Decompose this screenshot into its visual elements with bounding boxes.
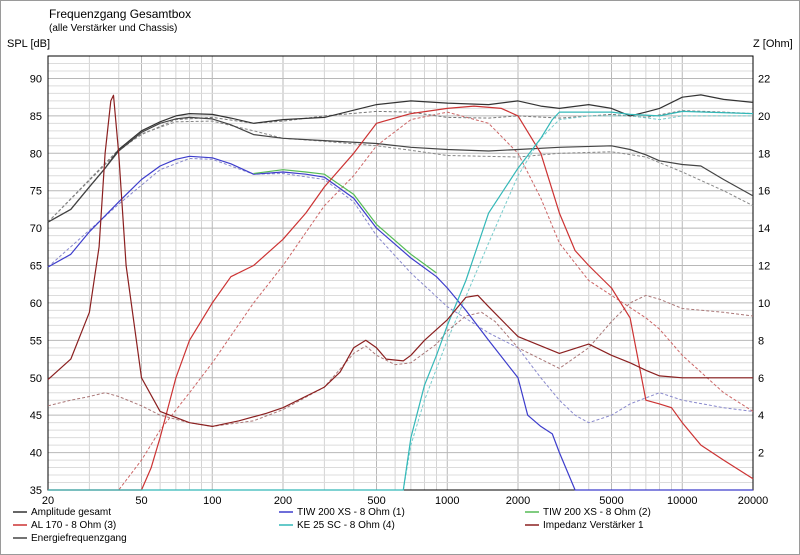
series-line-0 <box>47 94 754 223</box>
y-tick-label: 90 <box>30 73 42 85</box>
y2-tick-label: 18 <box>758 148 770 160</box>
y2-tick-label: 16 <box>758 186 770 198</box>
y-tick-label: 55 <box>30 335 42 347</box>
y-tick-label: 40 <box>30 448 42 460</box>
x-tick-label: 200 <box>274 495 292 507</box>
x-tick-label: 20 <box>42 495 54 507</box>
y2-tick-label: 20 <box>758 111 770 123</box>
y-axis-label: SPL [dB] <box>7 38 51 50</box>
x-tick-label: 100 <box>203 495 221 507</box>
chart-subtitle: (alle Verstärker und Chassis) <box>49 23 178 34</box>
y-tick-label: 45 <box>30 410 42 422</box>
legend-label: TIW 200 XS - 8 Ohm (2) <box>543 507 651 518</box>
x-tick-label: 2000 <box>506 495 530 507</box>
x-tick-label: 50 <box>135 495 147 507</box>
x-tick-label: 10000 <box>667 495 698 507</box>
y-tick-label: 75 <box>30 186 42 198</box>
legend-label: TIW 200 XS - 8 Ohm (1) <box>297 507 405 518</box>
legend-label: AL 170 - 8 Ohm (3) <box>31 520 116 531</box>
y-tick-label: 50 <box>30 373 42 385</box>
legend-label: Energiefrequenzgang <box>31 533 127 544</box>
y-tick-label: 70 <box>30 223 42 235</box>
series-line-1 <box>47 116 754 223</box>
series-line-5 <box>48 110 754 491</box>
y2-tick-label: 4 <box>758 410 764 422</box>
x-tick-label: 5000 <box>599 495 623 507</box>
y2-tick-label: 6 <box>758 373 764 385</box>
x-tick-label: 500 <box>367 495 385 507</box>
legend-label: Amplitude gesamt <box>31 507 111 518</box>
x-tick-label: 20000 <box>738 495 769 507</box>
y2-tick-label: 10 <box>758 298 770 310</box>
series-line-2 <box>47 155 753 491</box>
series-line-12 <box>47 294 754 427</box>
chart-title: Frequenzgang Gesamtbox <box>49 7 192 21</box>
x-tick-label: 1000 <box>435 495 459 507</box>
series-line-4 <box>48 105 754 491</box>
y-tick-label: 35 <box>30 485 42 497</box>
y-tick-label: 65 <box>30 261 42 273</box>
legend-label: KE 25 SC - 8 Ohm (4) <box>297 520 395 531</box>
y-tick-label: 60 <box>30 298 42 310</box>
y2-tick-label: 12 <box>758 261 770 273</box>
series-line-3 <box>253 169 437 274</box>
y-tick-label: 80 <box>30 148 42 160</box>
series-line-7 <box>89 111 754 491</box>
y2-tick-label: 8 <box>758 335 764 347</box>
legend-label: Impedanz Verstärker 1 <box>543 520 644 531</box>
y-tick-label: 85 <box>30 111 42 123</box>
series-line-6 <box>47 94 753 427</box>
series-line-11 <box>402 115 753 491</box>
y2-tick-label: 14 <box>758 223 770 235</box>
y2-axis-label: Z [Ohm] <box>753 38 793 50</box>
series-line-9 <box>47 120 754 223</box>
y2-tick-label: 2 <box>758 448 764 460</box>
series-line-10 <box>47 158 754 424</box>
y2-tick-label: 22 <box>758 73 770 85</box>
